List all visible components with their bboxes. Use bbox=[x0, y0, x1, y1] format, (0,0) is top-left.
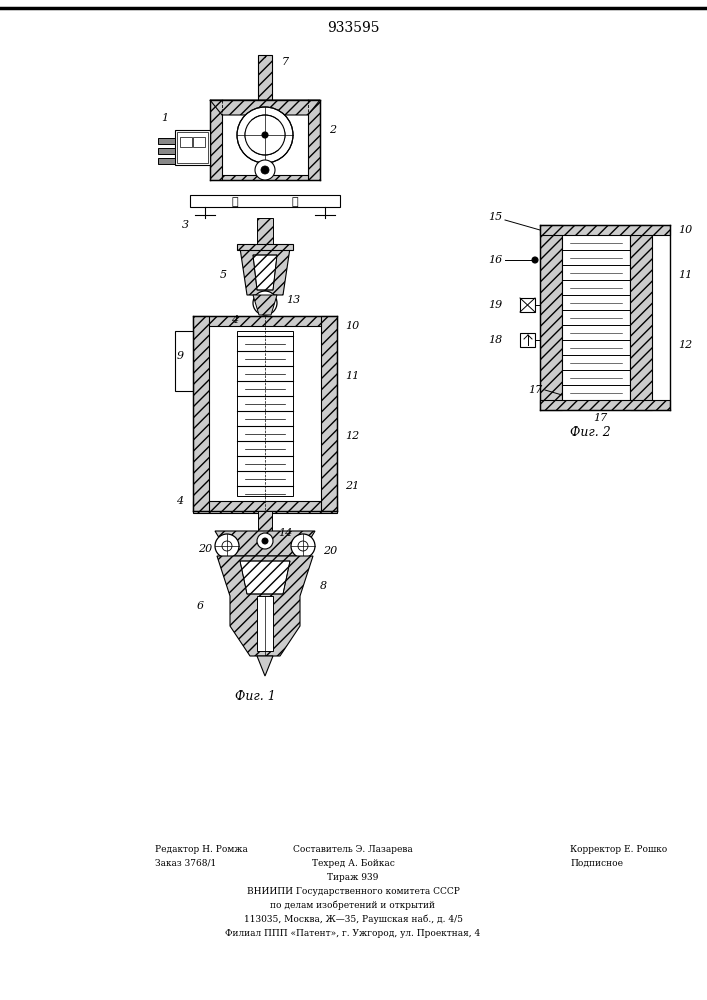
Text: 19: 19 bbox=[488, 300, 502, 310]
Text: 12: 12 bbox=[345, 431, 359, 441]
Polygon shape bbox=[217, 556, 313, 656]
Bar bbox=[245, 120, 285, 150]
Bar bbox=[308, 100, 320, 180]
Text: 113035, Москва, Ж—35, Раушская наб., д. 4/5: 113035, Москва, Ж—35, Раушская наб., д. … bbox=[243, 915, 462, 924]
Text: Редактор Н. Ромжа: Редактор Н. Ромжа bbox=[155, 845, 248, 854]
Text: 13: 13 bbox=[286, 295, 300, 305]
Text: 16: 16 bbox=[488, 255, 502, 265]
Text: 15: 15 bbox=[488, 212, 502, 222]
Bar bbox=[520, 333, 535, 347]
Bar bbox=[175, 331, 193, 391]
Bar bbox=[175, 130, 210, 165]
Circle shape bbox=[245, 115, 285, 155]
Text: Тираж 939: Тираж 939 bbox=[327, 873, 379, 882]
Bar bbox=[321, 316, 337, 511]
Text: 20: 20 bbox=[198, 544, 212, 554]
Bar bbox=[237, 331, 293, 496]
Bar bbox=[520, 298, 535, 312]
Bar bbox=[193, 137, 205, 147]
Bar bbox=[158, 148, 175, 154]
Text: ✦: ✦ bbox=[292, 197, 298, 207]
Text: 7: 7 bbox=[281, 57, 288, 67]
Text: 20: 20 bbox=[323, 546, 337, 556]
Bar bbox=[210, 100, 222, 180]
Text: 2: 2 bbox=[329, 125, 337, 135]
Bar bbox=[540, 225, 562, 410]
Circle shape bbox=[253, 291, 277, 315]
Bar bbox=[177, 132, 208, 163]
Bar bbox=[190, 195, 340, 207]
Polygon shape bbox=[210, 100, 320, 115]
Polygon shape bbox=[253, 255, 277, 290]
Text: 11: 11 bbox=[678, 270, 692, 280]
Circle shape bbox=[262, 538, 268, 544]
Bar bbox=[237, 244, 293, 250]
Polygon shape bbox=[240, 561, 290, 594]
Circle shape bbox=[215, 534, 239, 558]
Text: 3: 3 bbox=[182, 220, 189, 230]
Bar bbox=[630, 225, 652, 410]
Text: ✦: ✦ bbox=[232, 197, 238, 207]
Text: 1: 1 bbox=[161, 113, 168, 123]
Bar bbox=[193, 316, 337, 326]
Circle shape bbox=[262, 132, 268, 138]
Text: 21: 21 bbox=[345, 481, 359, 491]
Bar bbox=[257, 596, 273, 651]
Bar bbox=[222, 175, 308, 180]
Polygon shape bbox=[253, 295, 277, 315]
Circle shape bbox=[222, 541, 232, 551]
Text: 933595: 933595 bbox=[327, 21, 379, 35]
Bar bbox=[158, 158, 175, 164]
Polygon shape bbox=[215, 531, 315, 556]
Bar bbox=[258, 511, 272, 531]
Text: 17: 17 bbox=[593, 413, 607, 423]
Bar bbox=[158, 138, 175, 144]
Text: ВНИИПИ Государственного комитета СССР: ВНИИПИ Государственного комитета СССР bbox=[247, 887, 460, 896]
Text: 5: 5 bbox=[219, 270, 226, 280]
Text: 10: 10 bbox=[678, 225, 692, 235]
Text: по делам изобретений и открытий: по делам изобретений и открытий bbox=[271, 901, 436, 910]
Bar bbox=[193, 501, 337, 513]
Bar bbox=[540, 225, 670, 235]
Bar bbox=[258, 55, 272, 100]
Circle shape bbox=[257, 533, 273, 549]
Text: 4: 4 bbox=[177, 496, 184, 506]
Text: 10: 10 bbox=[345, 321, 359, 331]
Circle shape bbox=[255, 160, 275, 180]
Circle shape bbox=[237, 107, 293, 163]
Text: 14: 14 bbox=[278, 528, 292, 538]
Text: Техред А. Бойкас: Техред А. Бойкас bbox=[312, 859, 395, 868]
Bar bbox=[180, 137, 192, 147]
Bar bbox=[193, 316, 209, 511]
Text: Фиг. 1: Фиг. 1 bbox=[235, 690, 275, 702]
Circle shape bbox=[261, 166, 269, 174]
Circle shape bbox=[298, 541, 308, 551]
Text: 4: 4 bbox=[231, 315, 238, 325]
Polygon shape bbox=[257, 656, 273, 676]
Text: 6: 6 bbox=[197, 601, 204, 611]
Text: Составитель Э. Лазарева: Составитель Э. Лазарева bbox=[293, 845, 413, 854]
Text: Филиал ППП «Патент», г. Ужгород, ул. Проектная, 4: Филиал ППП «Патент», г. Ужгород, ул. Про… bbox=[226, 929, 481, 938]
Circle shape bbox=[261, 299, 269, 307]
Bar bbox=[257, 218, 273, 248]
Circle shape bbox=[291, 534, 315, 558]
Text: 18: 18 bbox=[488, 335, 502, 345]
Text: 8: 8 bbox=[320, 581, 327, 591]
Polygon shape bbox=[240, 248, 290, 295]
Text: 17: 17 bbox=[528, 385, 542, 395]
Text: 12: 12 bbox=[678, 340, 692, 350]
Circle shape bbox=[532, 257, 538, 263]
Bar bbox=[540, 400, 670, 410]
Text: 11: 11 bbox=[345, 371, 359, 381]
Text: Фиг. 2: Фиг. 2 bbox=[570, 426, 610, 438]
Text: Корректор Е. Рошко: Корректор Е. Рошко bbox=[570, 845, 667, 854]
Text: 9: 9 bbox=[177, 351, 184, 361]
Text: Подписное: Подписное bbox=[570, 859, 623, 868]
Text: Заказ 3768/1: Заказ 3768/1 bbox=[155, 859, 216, 868]
Bar bbox=[562, 230, 630, 405]
